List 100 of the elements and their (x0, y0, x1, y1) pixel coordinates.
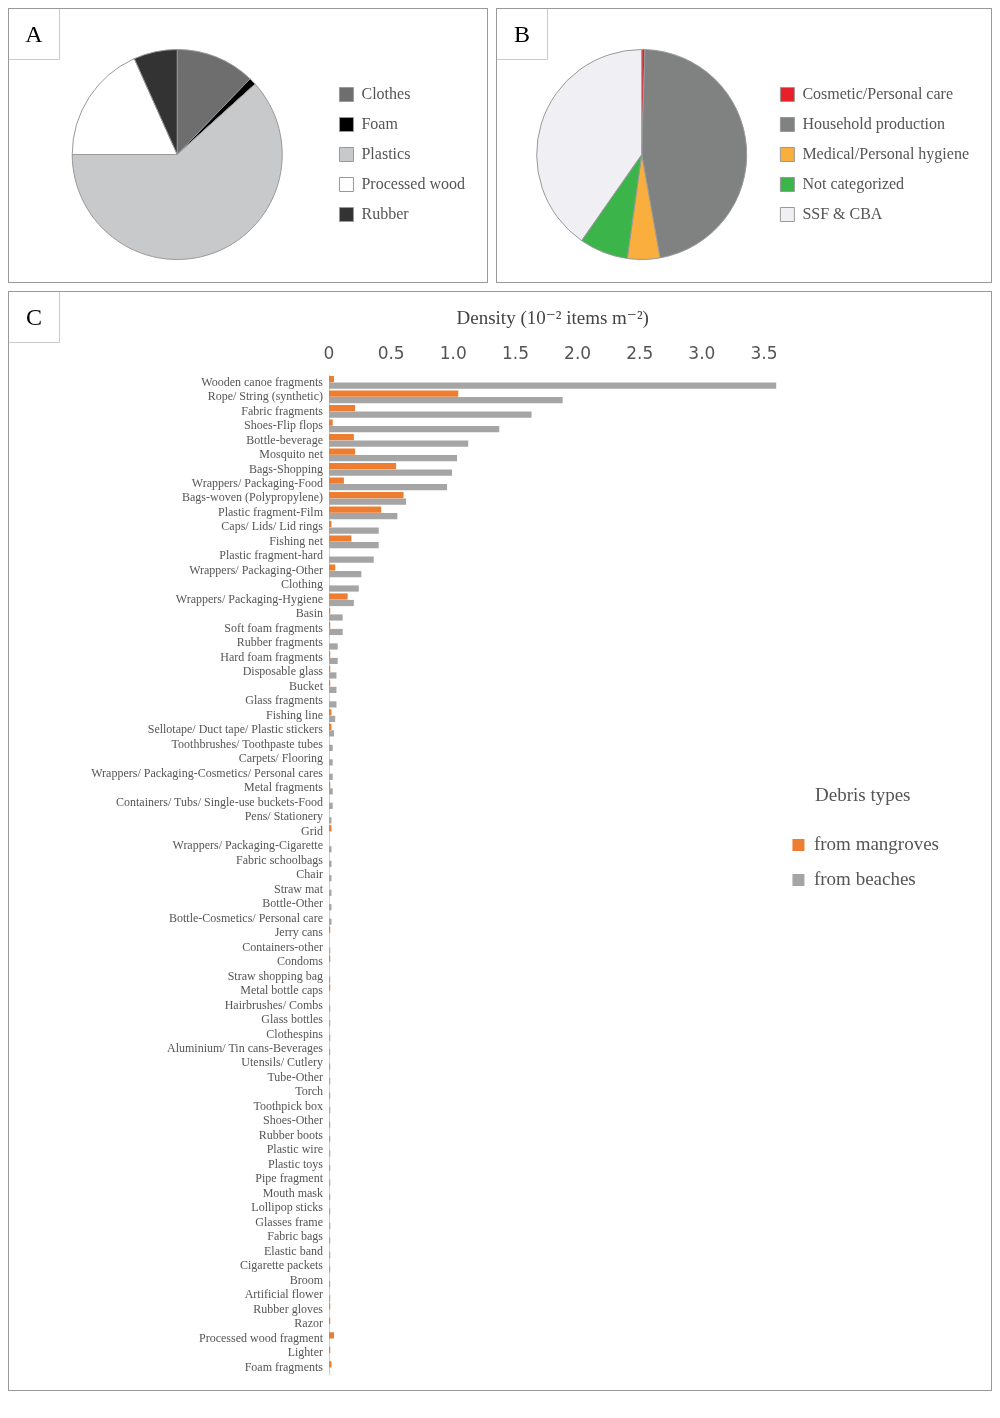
y-tick-label: Straw mat (274, 881, 324, 896)
bar (329, 405, 356, 412)
bar (329, 397, 563, 404)
bar (329, 556, 374, 563)
bar (329, 730, 334, 737)
bar (329, 570, 362, 578)
bar (329, 744, 333, 751)
y-tick-label: Condoms (276, 954, 324, 969)
y-tick-label: Broom (289, 1272, 324, 1287)
y-tick-label: Disposable glass (242, 664, 324, 679)
legend-label: Not categorized (802, 174, 905, 193)
bar (329, 512, 398, 520)
y-tick-label: Jerry cans (274, 925, 324, 940)
x-tick-label: 1.5 (501, 343, 529, 364)
y-tick-label: Pipe fragment (255, 1171, 324, 1186)
y-tick-label: Hard foam fragments (220, 649, 324, 664)
x-tick-label: 3.5 (750, 343, 778, 364)
y-tick-label: Wrappers/ Packaging-Other (189, 562, 323, 577)
y-tick-label: Rubber gloves (253, 1301, 324, 1316)
y-tick-label: Bags-woven (Polypropylene) (182, 490, 323, 505)
y-tick-label: Toothbrushes/ Toothpaste tubes (171, 736, 324, 751)
y-tick-label: Elastic band (264, 1243, 323, 1258)
bar (329, 455, 458, 462)
y-tick-label: Lighter (287, 1345, 323, 1360)
y-tick-label: Plastic toys (267, 1156, 324, 1171)
y-tick-label: Rubber boots (258, 1127, 324, 1142)
y-tick-label: Basin (295, 606, 323, 621)
legend-label: from beaches (813, 867, 916, 889)
bar (329, 527, 379, 534)
y-tick-label: Clothespins (266, 1026, 324, 1041)
bar (329, 628, 343, 636)
bar (329, 541, 379, 549)
bar (329, 657, 338, 665)
y-tick-label: Cigarette packets (240, 1258, 324, 1273)
y-tick-label: Foam fragments (244, 1359, 324, 1374)
y-tick-label: Wooden canoe fragments (201, 374, 324, 389)
bar (329, 419, 333, 426)
bar (329, 477, 344, 484)
y-tick-label: Glass bottles (261, 1012, 324, 1027)
bar (329, 614, 343, 621)
bar (329, 390, 459, 397)
y-tick-label: Fishing line (265, 707, 323, 722)
y-tick-label: Containers/ Tubs/ Single-use buckets-Food (115, 794, 323, 809)
bar (329, 759, 333, 766)
y-tick-label: Toothpick box (253, 1098, 323, 1113)
y-tick-label: Shoes-Flip flops (243, 418, 324, 433)
y-tick-label: Lollipop sticks (251, 1200, 324, 1215)
bar (329, 564, 336, 571)
y-tick-label: Wrappers/ Packaging-Cosmetics/ Personal cares (91, 765, 324, 780)
bar (329, 491, 404, 499)
y-tick-label: Plastic wire (266, 1142, 323, 1157)
legend-title: Debris types (814, 784, 911, 806)
y-tick-label: Bucket (289, 678, 324, 693)
x-tick-label: 0.5 (377, 343, 405, 364)
x-tick-label: 1.0 (439, 343, 467, 364)
y-tick-label: Fabric schoolbags (236, 852, 324, 867)
bar (329, 426, 500, 433)
x-tick-label: 2.5 (626, 343, 654, 364)
y-tick-label: Glass fragments (245, 693, 324, 708)
y-tick-label: Aluminium/ Tin cans-Beverages (167, 1041, 324, 1055)
text: B (497, 9, 548, 60)
y-tick-label: Plastic fragment-Film (218, 504, 324, 519)
legend-label: SSF & CBA (802, 204, 883, 222)
y-tick-label: Hairbrushes/ Combs (224, 997, 324, 1012)
bar (329, 382, 777, 389)
legend-label: Plastics (361, 144, 411, 162)
y-tick-label: Rope/ String (synthetic) (207, 389, 323, 404)
bar (329, 498, 407, 505)
legend-label: Medical/Personal hygiene (802, 144, 970, 163)
text: C (9, 292, 60, 343)
y-tick-label: Rubber fragments (236, 635, 324, 650)
legend-label: Processed wood (361, 174, 466, 192)
bar (329, 701, 337, 708)
y-tick-label: Bottle-Other (262, 896, 323, 911)
text: A (9, 9, 60, 60)
bar (329, 484, 448, 491)
x-axis-title: Density (10⁻² items m⁻²) (456, 307, 649, 330)
bar (329, 411, 532, 418)
y-tick-label: Carpets/ Flooring (238, 751, 323, 766)
bar (329, 773, 333, 780)
y-tick-label: Fishing net (269, 533, 324, 548)
bar (329, 585, 359, 592)
y-tick-label: Clothing (280, 577, 323, 592)
y-tick-label: Soft foam fragments (224, 620, 324, 635)
y-tick-label: Fabric fragments (241, 403, 324, 418)
bar (329, 434, 354, 441)
bar (329, 448, 356, 455)
bar (329, 715, 336, 722)
bar (329, 469, 453, 476)
bar (329, 788, 333, 795)
y-tick-label: Metal fragments (244, 780, 324, 795)
y-tick-label: Wrappers/ Packaging-Hygiene (175, 591, 323, 606)
bar (329, 672, 337, 679)
bar (329, 686, 337, 694)
y-tick-label: Containers-other (242, 939, 323, 954)
legend-label: from mangroves (813, 832, 940, 854)
bar (329, 599, 354, 607)
legend-label: Clothes (361, 84, 411, 102)
y-tick-label: Chair (296, 867, 323, 882)
y-tick-label: Metal bottle caps (240, 983, 324, 998)
